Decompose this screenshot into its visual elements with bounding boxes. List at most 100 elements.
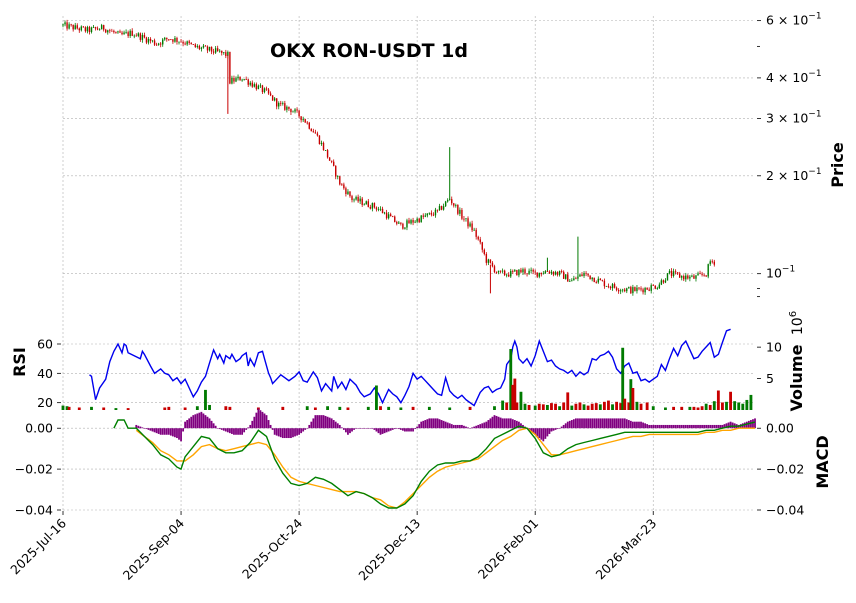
volume-bar: [501, 400, 505, 410]
macd-histogram-bar: [143, 428, 146, 429]
volume-bar: [688, 406, 692, 410]
macd-histogram-bar: [660, 424, 663, 429]
rsi-axis-label: RSI: [10, 347, 29, 377]
macd-histogram-bar: [579, 418, 581, 429]
volume-bar: [90, 406, 93, 410]
macd-histogram-bar: [159, 428, 162, 435]
macd-histogram-bar: [414, 428, 417, 430]
rsi-tick-label: 40: [37, 366, 53, 381]
volume-bar: [737, 402, 741, 410]
macd-histogram-bar: [200, 411, 203, 429]
candle-body: [188, 41, 190, 43]
candle-body: [127, 32, 129, 36]
macd-histogram-bar: [666, 424, 669, 429]
macd-histogram-bar: [420, 421, 423, 429]
volume-bar: [725, 401, 728, 410]
macd-histogram-bar: [389, 428, 392, 431]
candle-body: [178, 41, 180, 43]
volume-bar: [126, 408, 130, 410]
candle-body: [335, 165, 337, 177]
candle-body: [585, 273, 587, 275]
macd-histogram-bar: [342, 428, 345, 430]
candle-body: [239, 76, 241, 81]
candle-body: [577, 276, 579, 279]
volume-bar: [611, 404, 614, 410]
volume-bar: [558, 406, 562, 410]
macd-histogram-bar: [697, 424, 699, 429]
candle-body: [300, 116, 302, 121]
macd-histogram-bar: [491, 416, 494, 429]
candle-body: [84, 27, 87, 32]
macd-histogram-bar: [577, 418, 579, 429]
candle-body: [304, 119, 306, 123]
macd-histogram-bar: [485, 421, 488, 429]
macd-histogram-bar: [603, 418, 606, 429]
volume-bar: [541, 404, 545, 410]
candle-body: [632, 287, 634, 294]
candle-body: [229, 51, 231, 84]
candle-body: [579, 274, 581, 277]
candle-body: [672, 271, 675, 276]
candle-body: [105, 29, 107, 33]
macd-histogram-bar: [574, 418, 577, 429]
macd-histogram-bar: [458, 424, 461, 429]
candle-body: [499, 270, 502, 272]
candle-body: [467, 218, 469, 227]
macd-histogram-bar: [135, 424, 138, 429]
candle-body: [310, 128, 313, 132]
candle-body: [194, 44, 197, 47]
candle-body: [414, 221, 416, 223]
macd-histogram-bar: [613, 418, 616, 429]
price-tick-exponent: −1: [808, 69, 821, 79]
volume-bar: [208, 404, 211, 410]
rsi-tick-label: 20: [37, 395, 53, 410]
macd-histogram-bar: [385, 428, 388, 433]
candle-body: [514, 270, 516, 272]
macd-histogram-bar: [625, 419, 628, 429]
candle-body: [176, 38, 178, 42]
macd-histogram-bar: [222, 428, 225, 431]
macd-histogram-bar: [308, 424, 311, 429]
volume-bar: [672, 406, 676, 410]
volume-tick-label: 10: [766, 340, 782, 355]
candle-body: [357, 196, 359, 202]
volume-bar: [651, 406, 655, 410]
volume-bar: [375, 385, 378, 410]
volume-bar: [708, 404, 712, 410]
candle-body: [223, 52, 225, 54]
macd-histogram-bar: [473, 426, 476, 429]
candle-body: [298, 110, 300, 117]
candle-body: [371, 203, 374, 209]
macd-histogram-bar: [662, 424, 665, 429]
macd-histogram-bar: [267, 420, 270, 429]
price-tick-label: 6 × 10−1: [766, 12, 822, 28]
volume-bar: [326, 406, 330, 410]
candle-body: [92, 27, 95, 28]
macd-histogram-bar: [591, 418, 594, 429]
candle-body: [550, 271, 553, 274]
x-tick-label: 2026-Feb-01: [475, 516, 541, 582]
candle-body: [394, 216, 396, 223]
candle-body: [565, 274, 567, 279]
macd-histogram-bar: [703, 424, 706, 429]
macd-histogram-bar: [231, 428, 233, 434]
candle-body: [422, 215, 424, 217]
candle-body: [231, 78, 233, 84]
candle-body: [237, 76, 239, 79]
macd-histogram-bar: [375, 428, 378, 432]
candle-body: [573, 278, 575, 281]
volume-bar: [509, 349, 513, 410]
candle-body: [162, 39, 164, 45]
volume-bar: [67, 406, 71, 410]
volume-bar: [505, 402, 509, 410]
macd-histogram-bar: [241, 428, 244, 435]
macd-histogram-bar: [186, 420, 189, 429]
candle-body: [516, 270, 518, 276]
macd-histogram-bar: [422, 420, 425, 429]
candle-body: [261, 85, 264, 93]
macd-histogram-bar: [198, 412, 201, 429]
candle-body: [400, 222, 402, 224]
candle-body: [72, 24, 74, 30]
candle-body: [508, 274, 510, 277]
macd-histogram-bar: [627, 420, 630, 429]
